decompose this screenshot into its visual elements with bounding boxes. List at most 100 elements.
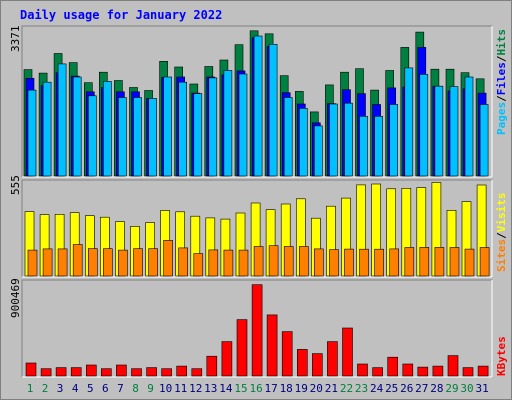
bar-sites-day-17	[268, 245, 279, 277]
bar-sites-day-4	[72, 244, 83, 277]
bar-kbytes-day-14	[221, 341, 233, 377]
bar-kbytes-day-7	[116, 364, 127, 377]
day-label-9: 9	[147, 382, 154, 395]
day-label-16: 16	[249, 382, 262, 395]
bar-pages-day-8	[133, 97, 142, 177]
bar-kbytes-day-29	[447, 355, 459, 377]
bar-sites-day-30	[464, 248, 475, 277]
bar-pages-day-4	[72, 76, 82, 177]
bar-pages-day-14	[223, 70, 233, 177]
bar-pages-day-6	[103, 81, 112, 177]
day-label-10: 10	[159, 382, 172, 395]
bar-pages-day-27	[419, 74, 429, 177]
bar-kbytes-day-30	[462, 367, 474, 377]
bar-kbytes-day-8	[131, 368, 142, 377]
bar-pages-day-10	[163, 76, 172, 177]
bars-kbytes	[25, 284, 489, 377]
legend-pages: Pages	[495, 102, 508, 135]
day-label-14: 14	[219, 382, 233, 395]
day-label-25: 25	[385, 382, 398, 395]
day-label-6: 6	[102, 382, 109, 395]
bar-kbytes-day-27	[417, 366, 429, 377]
bar-pages-day-16	[253, 35, 263, 177]
bar-pages-day-17	[268, 43, 278, 177]
day-label-24: 24	[370, 382, 384, 395]
bar-sites-day-25	[389, 248, 400, 277]
bar-kbytes-day-4	[70, 367, 82, 377]
hits-max-label: 3371	[9, 26, 22, 53]
bar-kbytes-day-21	[327, 341, 338, 377]
bar-kbytes-day-18	[281, 331, 293, 377]
bar-sites-day-31	[479, 247, 490, 277]
bar-kbytes-day-10	[161, 368, 172, 377]
bar-sites-day-8	[133, 248, 143, 277]
bar-pages-day-26	[404, 67, 414, 177]
bar-kbytes-day-17	[266, 314, 278, 377]
bar-pages-day-13	[208, 77, 218, 177]
bar-pages-day-21	[329, 103, 338, 177]
bar-kbytes-day-22	[342, 327, 353, 377]
day-label-8: 8	[132, 382, 139, 395]
bar-sites-day-1	[27, 249, 38, 277]
day-label-17: 17	[264, 382, 277, 395]
bar-pages-day-20	[313, 125, 323, 177]
bar-pages-day-22	[344, 102, 353, 177]
visits-max-label: 555	[9, 175, 22, 195]
day-label-28: 28	[430, 382, 443, 395]
day-label-18: 18	[280, 382, 293, 395]
bar-pages-day-11	[178, 81, 187, 177]
bar-kbytes-day-20	[311, 353, 323, 377]
bar-sites-day-23	[359, 248, 369, 277]
legend-kbytes: KBytes	[495, 336, 508, 376]
bar-kbytes-day-2	[40, 368, 52, 377]
bar-kbytes-day-28	[432, 365, 444, 377]
chart-title: Daily usage for January 2022	[20, 8, 223, 22]
bar-kbytes-day-25	[387, 356, 399, 377]
bars-hits-files-pages	[23, 30, 489, 177]
bar-sites-day-26	[404, 247, 415, 277]
bar-pages-day-18	[283, 97, 293, 177]
legend-hits-label: Hits	[495, 29, 508, 56]
day-label-29: 29	[445, 382, 458, 395]
bar-sites-day-7	[118, 249, 128, 277]
bar-kbytes-day-11	[176, 365, 187, 377]
kbytes-max-label: 900469	[9, 278, 22, 318]
bar-kbytes-day-23	[357, 363, 368, 377]
bar-kbytes-day-24	[372, 367, 383, 377]
bar-sites-day-2	[42, 248, 53, 277]
bar-sites-day-15	[238, 249, 249, 277]
day-label-1: 1	[27, 382, 34, 395]
legend-visits-label: Visits	[495, 193, 508, 233]
bar-pages-day-5	[88, 95, 97, 177]
bars-visits-sites	[24, 182, 490, 277]
day-label-12: 12	[189, 382, 202, 395]
legend-sites: Sites	[495, 239, 508, 272]
day-label-7: 7	[117, 382, 124, 395]
bar-kbytes-day-3	[55, 367, 67, 377]
bar-pages-day-3	[57, 63, 67, 177]
day-label-22: 22	[340, 382, 353, 395]
day-label-26: 26	[400, 382, 413, 395]
day-label-20: 20	[310, 382, 323, 395]
legend-sep-2: /	[495, 55, 508, 62]
bar-pages-day-12	[193, 93, 203, 177]
day-label-21: 21	[325, 382, 338, 395]
legend-kbytes-label: KBytes	[495, 336, 508, 376]
day-label-2: 2	[42, 382, 49, 395]
day-label-5: 5	[87, 382, 94, 395]
bar-pages-day-29	[449, 86, 459, 177]
bar-pages-day-9	[148, 98, 157, 177]
bar-pages-day-19	[298, 108, 308, 177]
bar-pages-day-25	[389, 104, 399, 177]
bar-sites-day-29	[449, 247, 460, 277]
bar-sites-day-20	[313, 248, 324, 277]
bar-kbytes-day-9	[146, 367, 157, 377]
legend-visits: Sites/Visits	[495, 193, 508, 273]
bar-kbytes-day-1	[25, 362, 37, 377]
bar-pages-day-28	[434, 85, 444, 177]
bar-kbytes-day-16	[251, 284, 263, 377]
day-label-27: 27	[415, 382, 428, 395]
day-labels: 1 2 3 4 5 6 7 8 9 10 11 12 13 14 15 16 17 18 19 20 21 22 23 24 2…	[27, 382, 489, 395]
bar-kbytes-day-5	[86, 364, 97, 377]
bar-sites-day-24	[374, 248, 384, 277]
